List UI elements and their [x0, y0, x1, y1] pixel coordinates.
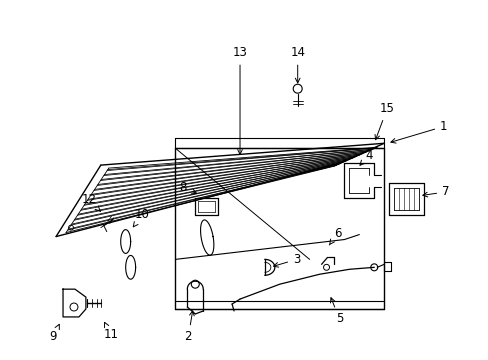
- Text: 2: 2: [184, 311, 194, 343]
- Text: 1: 1: [390, 120, 447, 143]
- Text: 12: 12: [81, 193, 100, 211]
- Text: 14: 14: [289, 46, 305, 83]
- Text: 5: 5: [330, 298, 343, 325]
- Text: 4: 4: [359, 149, 372, 165]
- Text: 8: 8: [179, 181, 196, 194]
- Text: 15: 15: [374, 102, 394, 140]
- Text: 13: 13: [232, 46, 247, 154]
- Text: 9: 9: [49, 324, 59, 343]
- Text: 11: 11: [103, 322, 118, 341]
- Text: 3: 3: [273, 253, 300, 267]
- Text: 6: 6: [328, 227, 341, 245]
- Text: 10: 10: [133, 208, 150, 227]
- Text: 7: 7: [422, 185, 448, 198]
